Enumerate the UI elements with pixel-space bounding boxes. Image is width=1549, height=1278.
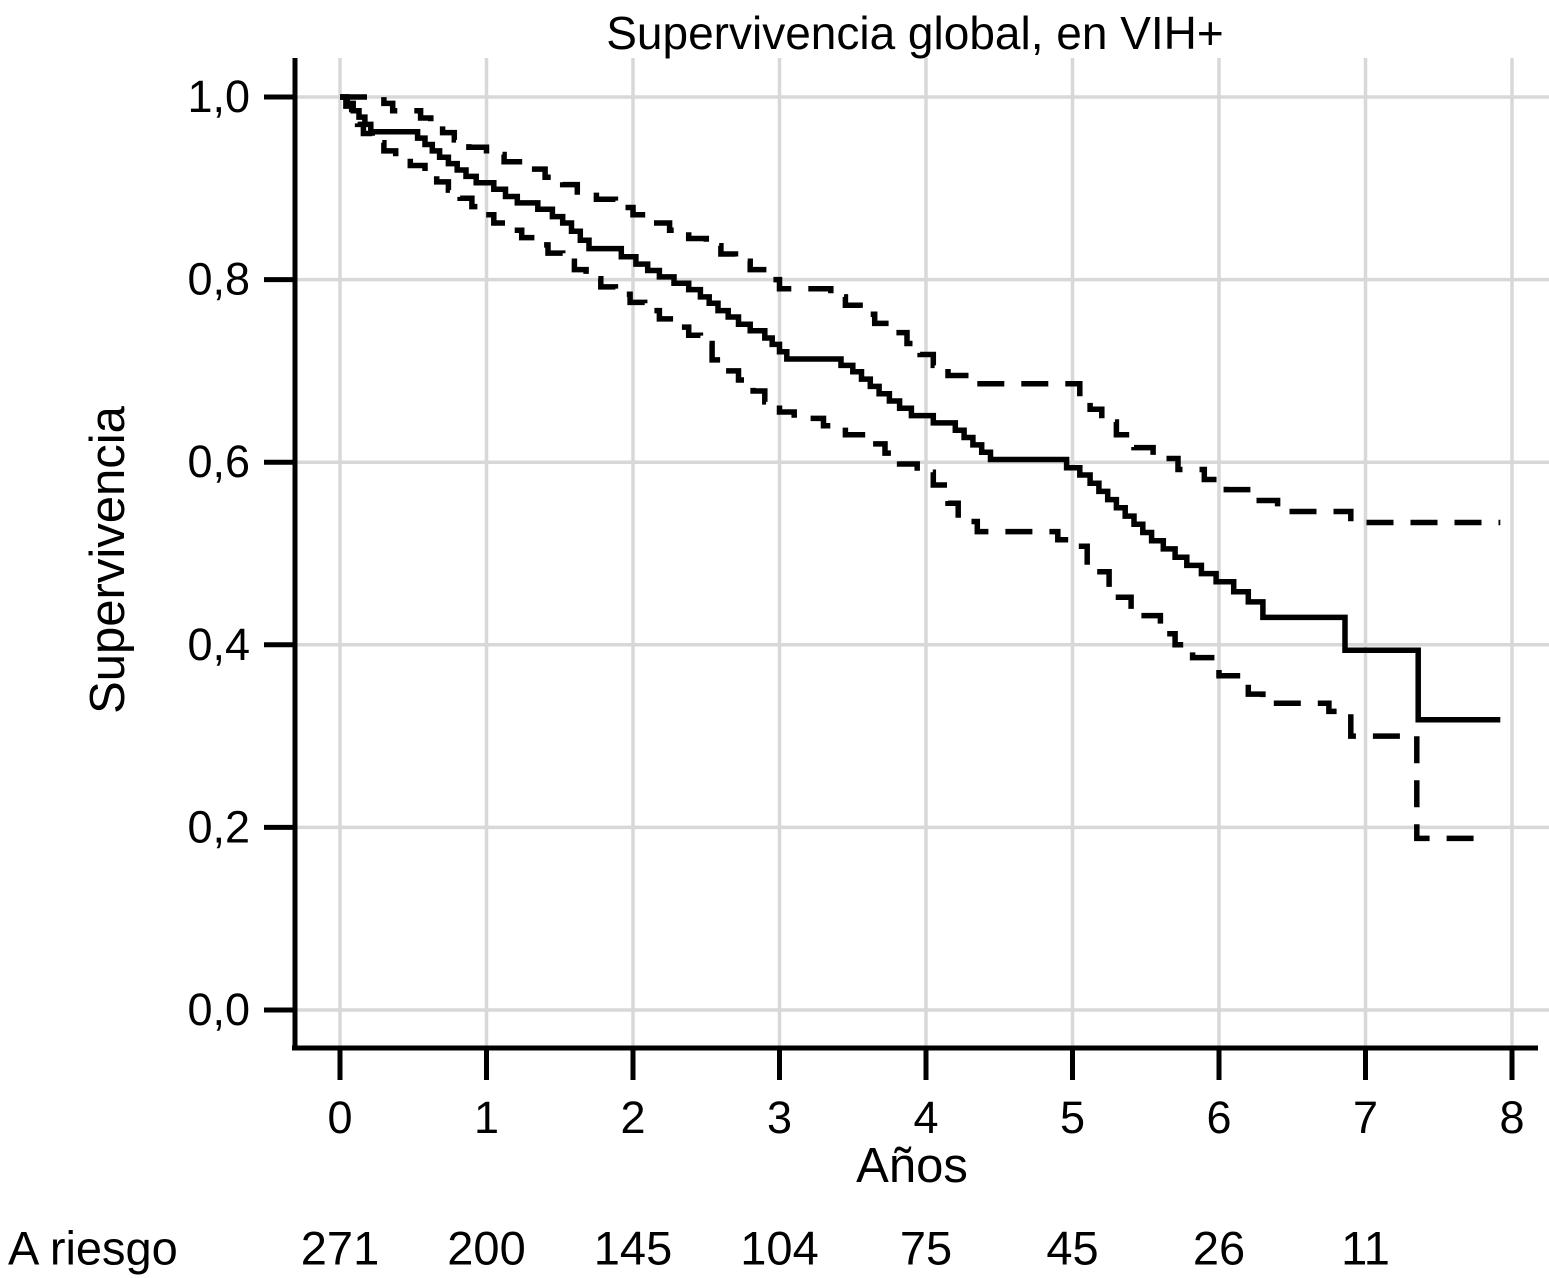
upper-confidence-limit-curve xyxy=(340,94,1501,526)
risk-row-label: A riesgo xyxy=(8,1221,178,1275)
risk-count: 145 xyxy=(593,1221,673,1275)
chart-title: Supervivencia global, en VIH+ xyxy=(606,7,1224,59)
y-tick-label: 0,4 xyxy=(187,619,250,670)
y-axis-title: Supervivencia xyxy=(81,406,135,714)
y-tick-label: 0,0 xyxy=(187,984,250,1035)
risk-count: 200 xyxy=(447,1221,526,1275)
grid-layer xyxy=(295,58,1549,1048)
x-tick-label: 6 xyxy=(1206,1092,1231,1143)
x-tick-label: 7 xyxy=(1353,1092,1378,1143)
risk-count: 11 xyxy=(1341,1221,1390,1275)
risk-count: 104 xyxy=(740,1221,819,1275)
x-axis-title: Años xyxy=(856,1139,968,1193)
y-tick-label: 1,0 xyxy=(187,71,250,122)
x-tick-label: 3 xyxy=(767,1092,792,1143)
axis-layer xyxy=(264,58,1538,1080)
y-tick-label: 0,6 xyxy=(187,436,250,487)
x-tick-label: 1 xyxy=(474,1092,499,1143)
x-tick-label: 5 xyxy=(1060,1092,1085,1143)
y-tick-label: 0,2 xyxy=(187,801,250,852)
risk-count: 75 xyxy=(899,1221,953,1275)
tick-label-layer: 1,0 0,8 0,6 0,4 0,2 0,0 0 1 2 3 4 5 6 7 8 xyxy=(187,71,1524,1143)
y-tick-label: 0,8 xyxy=(187,254,250,305)
x-tick-label: 0 xyxy=(327,1092,352,1143)
lower-confidence-limit-curve xyxy=(340,94,1483,842)
x-tick-label: 2 xyxy=(620,1092,645,1143)
survival-estimate-curve xyxy=(340,94,1501,723)
x-tick-label: 8 xyxy=(1499,1092,1524,1143)
km-plot: 1,0 0,8 0,6 0,4 0,2 0,0 0 1 2 3 4 5 6 7 8 xyxy=(187,58,1549,1143)
risk-count: 271 xyxy=(300,1221,380,1275)
x-tick-label: 4 xyxy=(913,1092,938,1143)
risk-count: 26 xyxy=(1192,1221,1246,1275)
number-at-risk-row: A riesgo 271 200 145 104 75 45 26 11 xyxy=(0,1218,1549,1278)
risk-count: 45 xyxy=(1046,1221,1099,1275)
curve-layer xyxy=(340,94,1501,842)
